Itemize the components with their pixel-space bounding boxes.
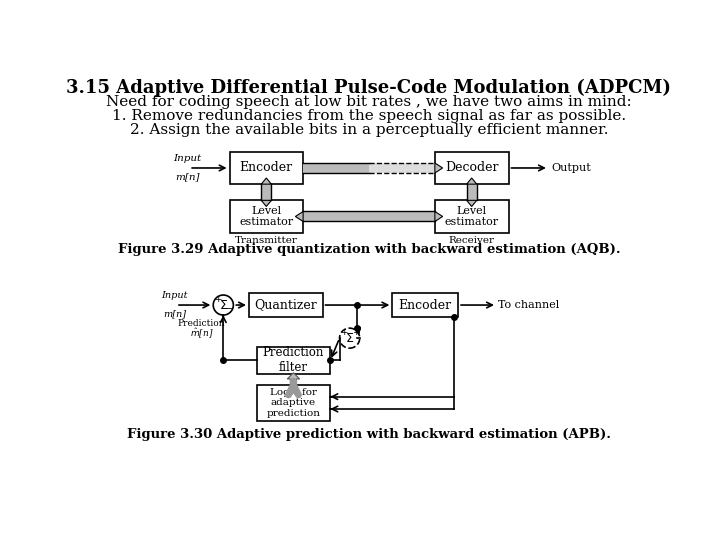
Polygon shape: [435, 163, 443, 173]
Text: Prediction
filter: Prediction filter: [263, 347, 324, 374]
FancyBboxPatch shape: [230, 200, 303, 233]
Text: Transmitter: Transmitter: [235, 236, 298, 245]
Text: $\hat{m}$[n]: $\hat{m}$[n]: [190, 327, 213, 341]
Text: +: +: [341, 328, 348, 338]
Bar: [303, 163, 369, 173]
FancyBboxPatch shape: [435, 200, 508, 233]
Text: 3.15 Adaptive Differential Pulse-Code Modulation (ADPCM): 3.15 Adaptive Differential Pulse-Code Mo…: [66, 79, 672, 97]
Polygon shape: [261, 178, 271, 184]
Text: +: +: [214, 295, 222, 304]
Circle shape: [340, 328, 360, 348]
Polygon shape: [467, 178, 477, 184]
Text: Receiver: Receiver: [449, 236, 495, 245]
Text: Logic for
adaptive
prediction: Logic for adaptive prediction: [266, 388, 320, 418]
Text: To channel: To channel: [498, 300, 559, 310]
Circle shape: [213, 295, 233, 315]
FancyBboxPatch shape: [230, 152, 303, 184]
FancyBboxPatch shape: [392, 293, 458, 318]
Bar: [369, 163, 435, 173]
Text: Encoder: Encoder: [399, 299, 451, 312]
Text: −: −: [225, 304, 233, 314]
Text: Output: Output: [551, 163, 591, 173]
Polygon shape: [467, 200, 477, 206]
Bar: [467, 184, 477, 200]
Text: Encoder: Encoder: [240, 161, 293, 174]
Text: Figure 3.29 Adaptive quantization with backward estimation (AQB).: Figure 3.29 Adaptive quantization with b…: [117, 244, 621, 256]
Text: Input: Input: [174, 154, 202, 164]
Bar: [303, 212, 435, 221]
Text: +: +: [352, 328, 359, 338]
Text: Need for coding speech at low bit rates , we have two aims in mind:: Need for coding speech at low bit rates …: [106, 95, 632, 109]
Text: 1. Remove redundancies from the speech signal as far as possible.: 1. Remove redundancies from the speech s…: [112, 110, 626, 124]
FancyBboxPatch shape: [256, 385, 330, 421]
Polygon shape: [261, 200, 271, 206]
Text: $\Sigma$: $\Sigma$: [345, 332, 354, 345]
Text: Prediction: Prediction: [178, 319, 225, 328]
Text: Level
estimator: Level estimator: [445, 206, 499, 227]
Text: 2. Assign the available bits in a perceptually efficient manner.: 2. Assign the available bits in a percep…: [130, 123, 608, 137]
FancyBboxPatch shape: [435, 152, 508, 184]
Bar: [261, 184, 271, 200]
Text: $\Sigma$: $\Sigma$: [219, 299, 228, 312]
Text: m[n]: m[n]: [176, 173, 200, 181]
Text: Figure 3.30 Adaptive prediction with backward estimation (APB).: Figure 3.30 Adaptive prediction with bac…: [127, 428, 611, 441]
Text: Decoder: Decoder: [445, 161, 498, 174]
FancyBboxPatch shape: [249, 293, 323, 318]
Polygon shape: [295, 212, 303, 221]
Text: m[n]: m[n]: [163, 309, 186, 319]
Polygon shape: [435, 212, 443, 221]
Text: Level
estimator: Level estimator: [239, 206, 293, 227]
FancyArrow shape: [287, 373, 300, 385]
Text: Input: Input: [161, 291, 188, 300]
Text: Quantizer: Quantizer: [254, 299, 317, 312]
FancyBboxPatch shape: [256, 347, 330, 374]
